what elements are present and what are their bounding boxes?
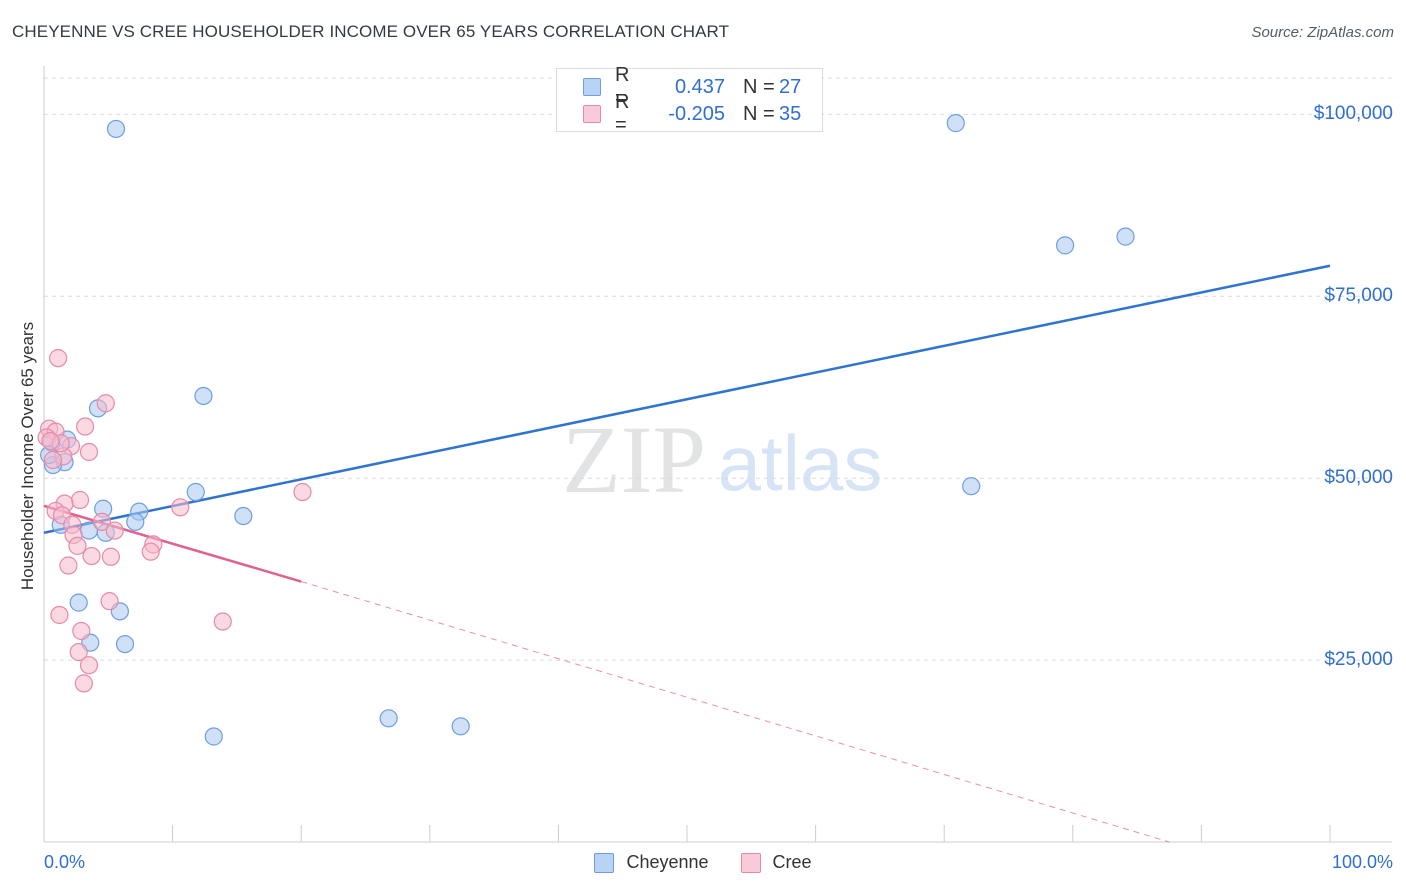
point-cheyenne — [186, 482, 205, 502]
legend-n-value: 27 — [779, 75, 802, 98]
legend-label-cheyenne: Cheyenne — [626, 852, 709, 872]
legend-row-cree: R = -0.205 N = 35 — [583, 91, 802, 136]
legend-row-cheyenne: R = 0.437 N = 27 — [583, 64, 802, 109]
legend-label-cree: Cree — [772, 852, 812, 872]
point-cheyenne — [946, 114, 965, 133]
source-label: Source: ZipAtlas.com — [1251, 24, 1394, 41]
point-cheyenne — [962, 477, 981, 496]
point-cheyenne — [234, 506, 253, 526]
point-cree — [59, 556, 78, 575]
point-cree — [213, 612, 232, 631]
point-cree — [72, 621, 91, 641]
trend-lines — [43, 264, 1331, 843]
legend-r-label: R = — [615, 64, 630, 109]
point-cree — [49, 349, 68, 368]
legend-item-cheyenne: Cheyenne — [594, 852, 709, 873]
point-cree — [101, 547, 120, 566]
legend-r-label: R = — [615, 91, 630, 136]
point-cree — [68, 536, 87, 555]
y-tick-label: $25,000 — [1324, 649, 1393, 671]
point-cree — [293, 482, 312, 502]
legend-swatch-cree — [583, 105, 601, 123]
legend-item-cree: Cree — [740, 852, 812, 873]
legend-swatch-cree — [740, 852, 761, 873]
point-cheyenne — [106, 119, 126, 139]
legend-n-label: N = — [743, 102, 775, 125]
trend-line-cheyenne — [43, 264, 1331, 534]
point-cree — [82, 546, 101, 566]
trend-extension-cree — [301, 581, 1170, 843]
point-cree — [70, 490, 90, 510]
point-cheyenne — [1055, 236, 1075, 255]
grid-lines — [44, 77, 1392, 661]
y-axis-label: Householder Income Over 65 years — [18, 321, 37, 591]
point-cheyenne — [115, 634, 135, 654]
point-cree — [100, 592, 119, 611]
point-cree — [41, 431, 60, 451]
x-tick-label-min: 0.0% — [44, 852, 86, 872]
point-cree — [92, 512, 111, 531]
legend-swatch-cheyenne — [583, 78, 601, 96]
point-cree — [96, 394, 115, 413]
y-tick-label: $50,000 — [1324, 467, 1393, 489]
point-cheyenne — [126, 512, 145, 531]
data-points — [37, 114, 1135, 746]
y-tick-label: $75,000 — [1324, 285, 1393, 307]
point-cheyenne — [194, 386, 213, 406]
point-cree — [141, 542, 160, 561]
legend-n-value: 35 — [779, 102, 802, 125]
point-cree — [171, 498, 190, 517]
point-cheyenne — [451, 717, 470, 736]
chart-title: CHEYENNE VS CREE HOUSEHOLDER INCOME OVER… — [12, 22, 730, 41]
y-tick-label: $100,000 — [1313, 103, 1393, 125]
trend-line-cree — [43, 504, 302, 583]
watermark: ZIP atlas — [562, 406, 882, 513]
point-cree — [50, 605, 69, 625]
watermark-atlas: atlas — [718, 419, 883, 507]
legend-r-value: -0.205 — [668, 102, 725, 125]
legend-n-label: N = — [743, 75, 775, 98]
point-cree — [74, 674, 93, 693]
legend-r-value: 0.437 — [674, 75, 725, 98]
watermark-zip: ZIP — [562, 406, 706, 513]
point-cree — [79, 656, 99, 675]
point-cheyenne — [379, 709, 398, 728]
point-cheyenne — [204, 727, 223, 746]
point-cree — [43, 450, 63, 470]
point-cree — [76, 417, 95, 436]
correlation-legend: R = 0.437 N = 27 R = -0.205 N = 35 — [556, 64, 823, 136]
point-cree — [105, 521, 124, 540]
point-cree — [69, 642, 88, 662]
legend-swatch-cheyenne — [594, 852, 615, 873]
series-legend: Cheyenne Cree — [0, 852, 1406, 873]
point-cheyenne — [1116, 227, 1135, 246]
point-cheyenne — [69, 593, 88, 612]
point-cree — [79, 442, 99, 462]
x-tick-label-max: 100.0% — [1331, 852, 1393, 872]
